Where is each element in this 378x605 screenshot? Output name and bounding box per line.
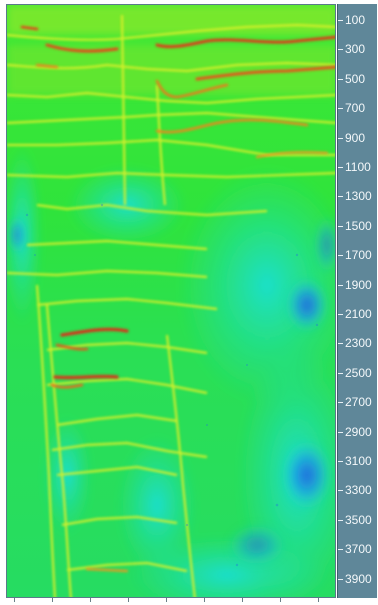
axis-tick-label: 1500 (345, 218, 372, 233)
axis-tick (338, 167, 343, 168)
axis-tick-label: 1100 (345, 160, 371, 174)
axis-tick-label: 3100 (345, 454, 372, 468)
axis-tick (338, 372, 343, 374)
time-tick (166, 598, 167, 602)
axis-tick (338, 20, 343, 21)
axis-tick (338, 108, 343, 110)
axis-tick-label: 300 (345, 42, 366, 57)
axis-tick (338, 255, 343, 257)
strong-formants (20, 25, 335, 573)
axis-tick (338, 49, 343, 51)
spectrogram-plot (6, 4, 336, 598)
axis-tick (338, 225, 343, 227)
axis-tick (338, 461, 343, 462)
axis-tick (338, 490, 343, 492)
axis-tick-label: 900 (345, 130, 366, 145)
axis-tick-label: 1900 (345, 277, 372, 292)
frequency-axis: 100 300 500 700 900 1100 1300 1500 1700 1900 2100 2… (337, 4, 377, 598)
axis-tick (338, 402, 343, 404)
time-tick (318, 598, 319, 602)
axis-tick-label: 700 (345, 101, 366, 116)
axis-tick-label: 3300 (345, 483, 372, 498)
axis-tick-label: 100 (345, 13, 366, 27)
spectrogram-image (7, 5, 335, 597)
axis-tick-label: 2700 (345, 395, 372, 410)
time-tick (204, 598, 205, 602)
axis-tick (338, 196, 343, 198)
axis-tick-label: 2300 (345, 336, 372, 351)
axis-tick (338, 431, 343, 433)
time-tick (128, 598, 129, 602)
axis-tick (338, 78, 343, 80)
time-tick (14, 598, 15, 602)
axis-tick (338, 314, 343, 315)
axis-tick (338, 284, 343, 286)
formant-lines (7, 14, 335, 597)
time-tick (242, 598, 243, 602)
axis-tick (338, 519, 343, 521)
axis-tick-label: 3500 (345, 512, 372, 527)
time-axis-ticks (6, 598, 336, 603)
axis-tick (338, 578, 343, 580)
axis-tick (338, 549, 343, 551)
time-tick (90, 598, 91, 602)
time-tick (52, 598, 53, 602)
axis-tick-label: 3700 (345, 542, 372, 557)
noise-speckles (25, 203, 319, 567)
axis-tick-label: 2900 (345, 424, 372, 439)
axis-tick-label: 1700 (345, 248, 372, 263)
axis-tick-label: 500 (345, 71, 366, 86)
axis-tick-label: 2100 (345, 307, 372, 321)
axis-tick (338, 137, 343, 139)
axis-tick-label: 1300 (345, 189, 372, 204)
axis-tick-label: 2500 (345, 365, 372, 380)
axis-tick-label: 3900 (345, 571, 372, 586)
axis-tick (338, 343, 343, 345)
time-tick (280, 598, 281, 602)
